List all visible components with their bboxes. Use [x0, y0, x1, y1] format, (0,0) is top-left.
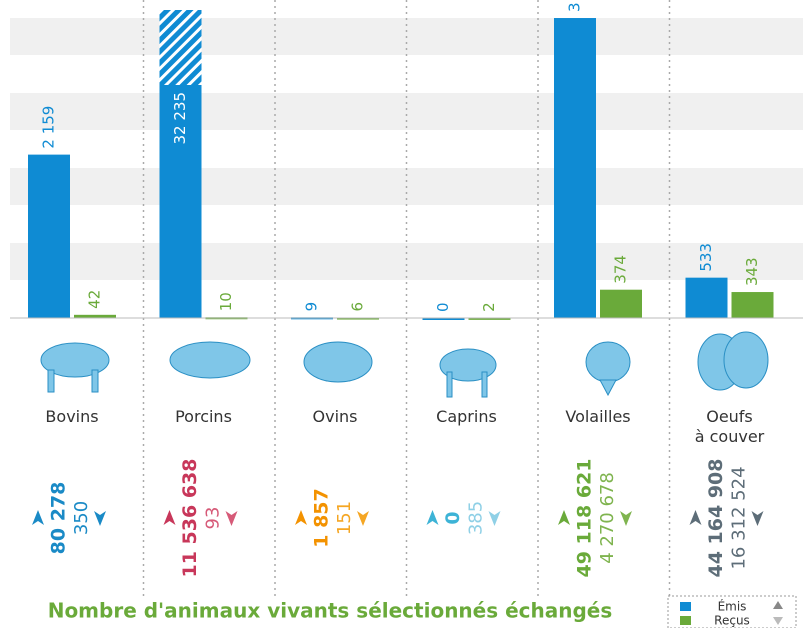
exported-value: 0 [442, 511, 464, 524]
chart-title: Nombre d'animaux vivants sélectionnés éc… [48, 599, 613, 623]
value-label: 2 [480, 302, 498, 312]
exported-value: 1 857 [311, 488, 333, 548]
legend-label: Émis [718, 599, 747, 614]
down-arrow [94, 511, 106, 526]
value-label: 10 [217, 292, 235, 311]
animal-icons [41, 332, 768, 397]
value-label: 374 [612, 255, 630, 284]
category-label: Oeufs à couver [670, 407, 790, 447]
exported-value: 11 536 638 [179, 459, 201, 578]
value-label: 9 [303, 302, 321, 312]
legend-label: Reçus [714, 614, 750, 628]
value-label: 42 [86, 290, 104, 309]
imported-value: 93 [203, 507, 224, 530]
imported-value: 16 312 524 [729, 466, 750, 569]
value-label: 2 159 [40, 106, 58, 149]
exported-value: 80 278 [48, 482, 70, 555]
imported-value: 350 [71, 501, 92, 535]
imported-value: 385 [466, 501, 487, 535]
down-arrow [226, 511, 238, 526]
category-label: Ovins [275, 407, 395, 427]
bar [732, 292, 774, 318]
bar-break [160, 10, 202, 85]
up-arrow [427, 510, 439, 525]
exported-value: 44 164 908 [705, 459, 727, 578]
imported-value: 151 [334, 501, 355, 535]
value-label: 6 [349, 302, 367, 312]
down-arrow [489, 511, 501, 526]
up-arrow [295, 510, 307, 525]
bar [28, 155, 70, 318]
imported-value: 4 270 678 [597, 472, 618, 564]
up-arrow [164, 510, 176, 525]
value-label: 3 964 [566, 0, 584, 12]
exported-value: 49 118 621 [574, 459, 596, 578]
bar [554, 18, 596, 318]
down-arrow [620, 511, 632, 526]
category-label: Bovins [12, 407, 132, 427]
value-label: 0 [434, 302, 452, 312]
category-label: Volailles [538, 407, 658, 427]
category-label: Porcins [144, 407, 264, 427]
value-label: 533 [697, 243, 715, 272]
legend-swatch [680, 602, 691, 611]
chart: Nombre d'animaux vivants sélectionnés éc… [0, 0, 803, 628]
bar [686, 278, 728, 318]
value-label: 343 [743, 257, 761, 286]
infographic: Nombre d'animaux vivants sélectionnés éc… [0, 0, 803, 628]
value-label: 32 235 [171, 92, 189, 145]
bar [600, 290, 642, 318]
up-arrow [32, 510, 44, 525]
category-label: Caprins [407, 407, 527, 427]
up-arrow [690, 510, 702, 525]
down-arrow [752, 511, 764, 526]
down-arrow [357, 511, 369, 526]
legend-swatch [680, 616, 691, 625]
up-arrow [558, 510, 570, 525]
